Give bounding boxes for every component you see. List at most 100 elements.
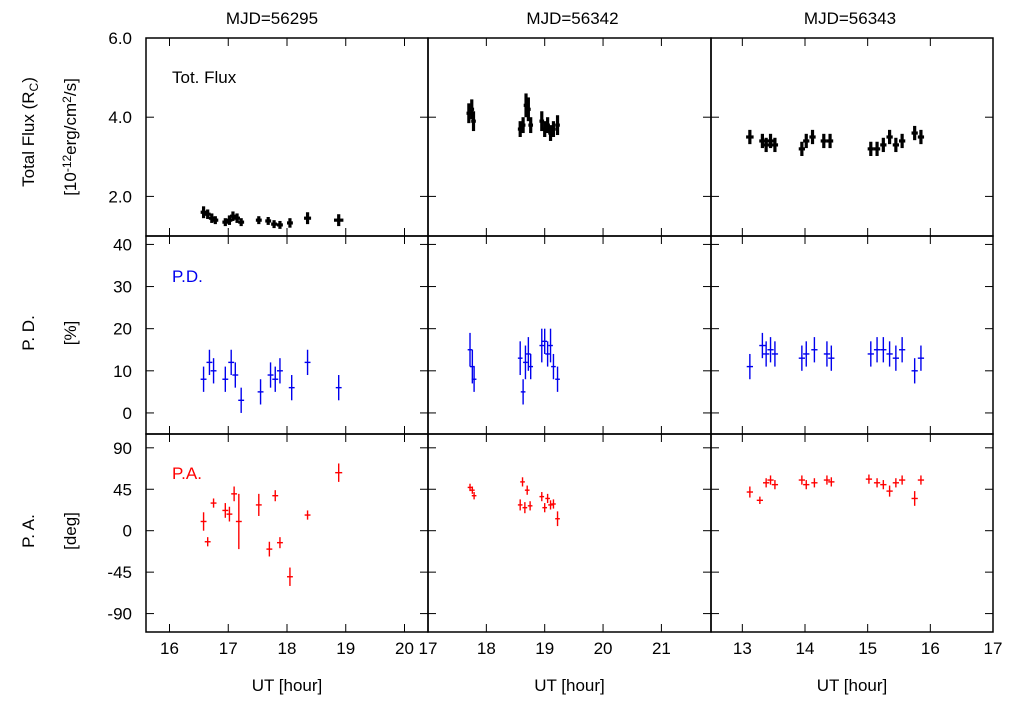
flux-data-point — [265, 216, 272, 225]
x-tick-label: 18 — [278, 639, 297, 658]
flux-data-point — [820, 133, 827, 149]
pd-data-point — [526, 337, 531, 371]
y-axis-label-part: Total Flux (R — [19, 91, 38, 186]
x-tick-label: 20 — [594, 639, 613, 658]
pd-data-point — [257, 379, 264, 405]
flux-data-point — [886, 129, 893, 145]
x-tick-label: 19 — [336, 639, 355, 658]
y-tick-label: 4.0 — [108, 108, 132, 127]
y-axis-label: Total Flux (RC) — [19, 77, 41, 187]
pd-data-point — [467, 332, 473, 367]
y-axis-unit-part: -12 — [60, 154, 74, 172]
y-tick-label: 20 — [113, 320, 132, 339]
flux-data-point — [304, 212, 312, 225]
pd-data-point — [763, 341, 770, 367]
pa-data-point — [911, 491, 918, 506]
pd-data-point — [200, 366, 207, 392]
pd-data-point — [892, 345, 899, 371]
pd-data-point — [528, 353, 534, 380]
x-tick-label: 16 — [921, 639, 940, 658]
flux-data-point — [880, 137, 887, 153]
x-tick-label: 13 — [733, 639, 752, 658]
x-tick-label: 16 — [160, 639, 179, 658]
x-tick-label: 17 — [419, 639, 438, 658]
pa-data-point — [551, 499, 556, 509]
y-axis-unit-part: erg/cm — [61, 103, 80, 155]
pa-data-point — [756, 496, 764, 504]
x-axis-label: UT [hour] — [817, 676, 888, 695]
y-axis-label-part: P. D. — [19, 315, 38, 351]
flux-data-point — [471, 111, 476, 132]
flux-data-point — [528, 117, 534, 134]
flux-data-point — [899, 133, 906, 149]
pa-data-point — [235, 493, 242, 550]
y-axis-unit: [deg] — [61, 512, 80, 550]
pd-data-point — [767, 337, 774, 363]
pd-data-point — [206, 349, 213, 376]
pd-data-point — [551, 353, 556, 380]
pd-data-point — [867, 341, 874, 367]
y-axis-label-part: P. A. — [19, 514, 38, 548]
pd-data-point — [277, 358, 283, 384]
pa-data-point — [823, 475, 831, 485]
pd-data-point — [210, 358, 217, 384]
y-axis-unit-part: /s] — [61, 78, 80, 96]
pa-data-point — [771, 480, 779, 490]
y-axis-unit-part: 2 — [60, 96, 74, 103]
pa-data-point — [555, 511, 560, 527]
flux-data-point — [234, 213, 240, 223]
pd-data-point — [232, 362, 239, 388]
pa-data-point — [798, 475, 805, 485]
pd-data-point — [288, 375, 295, 401]
pa-data-point — [828, 477, 835, 487]
flux-data-point — [200, 206, 207, 219]
flux-data-point — [917, 129, 925, 145]
y-axis-unit: [10-12erg/cm2/s] — [60, 78, 80, 196]
pa-data-point — [522, 502, 528, 514]
flux-data-point — [222, 218, 229, 227]
pd-data-point — [798, 345, 805, 371]
pa-data-point — [746, 486, 753, 498]
column-title: MJD=56343 — [804, 9, 896, 28]
pa-data-point — [210, 498, 217, 508]
y-tick-label: 40 — [113, 235, 132, 254]
flux-data-point — [255, 216, 262, 225]
y-axis-unit: [%] — [61, 321, 80, 346]
x-tick-label: 20 — [395, 639, 414, 658]
y-tick-label: 10 — [113, 362, 132, 381]
pa-data-point — [272, 490, 279, 502]
pd-data-point — [811, 337, 818, 363]
pd-data-point — [517, 341, 523, 376]
panel-frame — [710, 433, 994, 633]
pa-data-point — [892, 478, 899, 488]
y-axis-label-part: C — [27, 82, 41, 91]
panel-frame — [710, 235, 994, 435]
y-tick-label: 90 — [113, 439, 132, 458]
pd-data-point — [873, 337, 881, 363]
pd-data-point — [238, 387, 245, 413]
pa-data-point — [880, 480, 887, 490]
flux-data-point — [763, 137, 770, 153]
pa-data-point — [763, 478, 770, 488]
y-axis-label: P. D. — [19, 315, 38, 351]
flux-data-point — [867, 141, 874, 157]
flux-data-point — [771, 137, 779, 153]
flux-data-point — [334, 214, 344, 227]
y-tick-label: 6.0 — [108, 29, 132, 48]
y-tick-label: 0 — [123, 404, 132, 423]
pd-data-point — [545, 341, 550, 367]
flux-data-point — [526, 97, 531, 122]
flux-data-point — [826, 133, 834, 149]
y-tick-label: 30 — [113, 278, 132, 297]
panel-frame — [145, 235, 429, 435]
panel-frame — [427, 37, 712, 237]
flux-data-point — [271, 220, 278, 229]
pa-data-point — [255, 493, 262, 516]
pd-data-point — [828, 345, 835, 371]
pd-data-point — [304, 349, 311, 376]
pa-data-point — [803, 480, 810, 490]
pa-data-point — [548, 500, 553, 510]
pd-data-point — [771, 341, 779, 367]
flux-data-point — [809, 129, 816, 145]
pa-data-point — [917, 475, 925, 485]
